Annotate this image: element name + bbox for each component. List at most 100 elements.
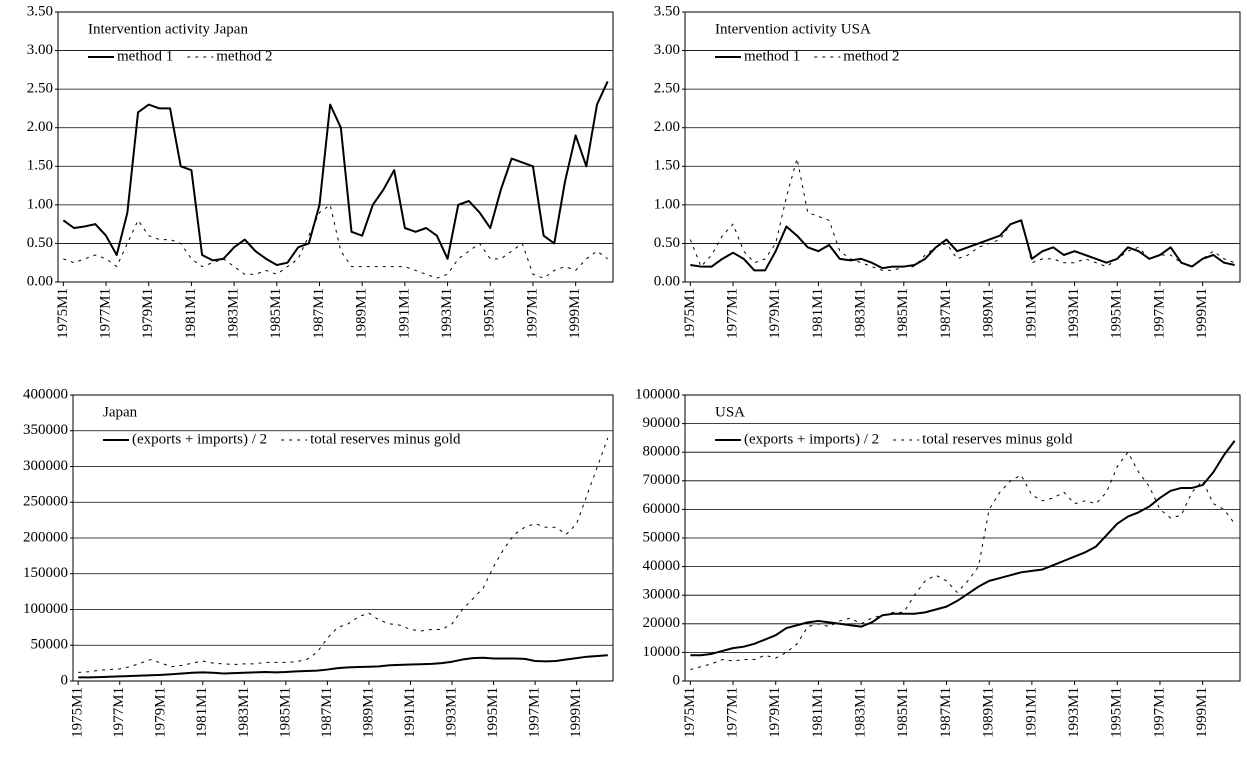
plot-frame <box>684 11 1241 283</box>
x-tick-label: 1987M1 <box>311 288 327 339</box>
y-tick-label: 1.00 <box>27 196 53 212</box>
data-line <box>689 158 1235 271</box>
plot-frame <box>57 11 614 283</box>
y-tick-label: 90000 <box>643 415 681 431</box>
data-line <box>78 654 608 679</box>
x-tick-label: 1999M1 <box>568 687 584 738</box>
data-line <box>690 451 1236 671</box>
x-tick-label: 1977M1 <box>111 687 127 738</box>
y-tick-label: 10000 <box>643 644 681 660</box>
y-tick-label: 70000 <box>643 472 681 488</box>
x-tick-label: 1991M1 <box>1023 687 1039 738</box>
chart-title: Intervention activity USA <box>715 21 871 37</box>
x-tick-label: 1993M1 <box>1066 687 1082 738</box>
x-tick-label: 1997M1 <box>527 687 543 738</box>
data-line <box>690 219 1235 272</box>
x-tick-label: 1977M1 <box>724 687 740 738</box>
y-tick-label: 2.50 <box>27 81 53 97</box>
x-tick-label: 1983M1 <box>853 687 869 738</box>
y-tick-label: 3.00 <box>27 42 53 58</box>
x-tick-label: 1993M1 <box>439 288 455 339</box>
x-tick-label: 1981M1 <box>194 687 210 738</box>
y-tick-label: 250000 <box>23 494 68 510</box>
y-tick-label: 30000 <box>643 587 681 603</box>
x-tick-label: 1989M1 <box>981 687 997 738</box>
y-tick-label: 200000 <box>23 529 68 545</box>
y-tick-label: 1.00 <box>654 196 680 212</box>
legend-label: method 1 <box>744 48 800 64</box>
x-tick-label: 1975M1 <box>70 687 86 738</box>
legend-label: method 1 <box>117 48 173 64</box>
y-tick-label: 2.50 <box>654 81 680 97</box>
y-tick-label: 1.50 <box>654 158 680 174</box>
chart-title: USA <box>715 404 745 420</box>
x-tick-label: 1989M1 <box>360 687 376 738</box>
y-tick-label: 3.50 <box>27 3 53 19</box>
y-tick-label: 50000 <box>31 637 69 653</box>
y-tick-label: 0 <box>673 672 681 688</box>
y-tick-label: 1.50 <box>27 158 53 174</box>
x-tick-label: 1979M1 <box>767 687 783 738</box>
x-tick-label: 1983M1 <box>226 288 242 339</box>
x-tick-label: 1981M1 <box>183 288 199 339</box>
data-line <box>62 81 609 267</box>
x-tick-label: 1977M1 <box>724 288 740 339</box>
legend-label: (exports + imports) / 2 <box>132 431 267 447</box>
y-tick-label: 100000 <box>23 601 68 617</box>
y-tick-label: 0.50 <box>27 235 53 251</box>
x-tick-label: 1987M1 <box>938 288 954 339</box>
x-tick-label: 1993M1 <box>1066 288 1082 339</box>
y-tick-label: 50000 <box>643 529 681 545</box>
legend-label: method 2 <box>843 48 899 64</box>
y-tick-label: 3.50 <box>654 3 680 19</box>
y-tick-label: 0.50 <box>654 235 680 251</box>
x-tick-label: 1985M1 <box>895 288 911 339</box>
x-tick-label: 1991M1 <box>402 687 418 738</box>
x-tick-label: 1995M1 <box>485 687 501 738</box>
data-line <box>78 437 609 673</box>
x-tick-label: 1989M1 <box>981 288 997 339</box>
x-tick-label: 1997M1 <box>1151 687 1167 738</box>
legend-label: (exports + imports) / 2 <box>744 431 879 447</box>
x-tick-label: 1991M1 <box>396 288 412 339</box>
x-tick-label: 1991M1 <box>1023 288 1039 339</box>
x-tick-label: 1985M1 <box>277 687 293 738</box>
x-tick-label: 1981M1 <box>810 288 826 339</box>
y-tick-label: 0 <box>61 672 69 688</box>
x-tick-label: 1999M1 <box>567 288 583 339</box>
legend-label: method 2 <box>216 48 272 64</box>
y-tick-label: 20000 <box>643 615 681 631</box>
x-tick-label: 1975M1 <box>55 288 71 339</box>
y-tick-label: 350000 <box>23 422 68 438</box>
data-line <box>63 204 608 279</box>
plot-frame <box>72 394 614 682</box>
data-line <box>690 440 1236 657</box>
x-tick-label: 1999M1 <box>1194 687 1210 738</box>
x-tick-label: 1989M1 <box>354 288 370 339</box>
x-tick-label: 1979M1 <box>767 288 783 339</box>
x-tick-label: 1995M1 <box>482 288 498 339</box>
legend-label: total reserves minus gold <box>310 431 461 447</box>
x-tick-label: 1975M1 <box>682 288 698 339</box>
x-tick-label: 1981M1 <box>810 687 826 738</box>
x-tick-label: 1979M1 <box>153 687 169 738</box>
y-tick-label: 3.00 <box>654 42 680 58</box>
y-tick-label: 100000 <box>635 386 680 402</box>
y-tick-label: 40000 <box>643 558 681 574</box>
x-tick-label: 1993M1 <box>443 687 459 738</box>
y-tick-label: 60000 <box>643 501 681 517</box>
x-tick-label: 1983M1 <box>236 687 252 738</box>
x-tick-label: 1995M1 <box>1109 687 1125 738</box>
chart-title: Japan <box>103 404 138 420</box>
x-tick-label: 1979M1 <box>140 288 156 339</box>
y-tick-label: 400000 <box>23 386 68 402</box>
x-tick-label: 1997M1 <box>524 288 540 339</box>
x-tick-label: 1983M1 <box>853 288 869 339</box>
chart-title: Intervention activity Japan <box>88 21 248 37</box>
x-tick-label: 1987M1 <box>319 687 335 738</box>
y-tick-label: 80000 <box>643 444 681 460</box>
plot-frame <box>684 394 1241 682</box>
x-tick-label: 1975M1 <box>682 687 698 738</box>
